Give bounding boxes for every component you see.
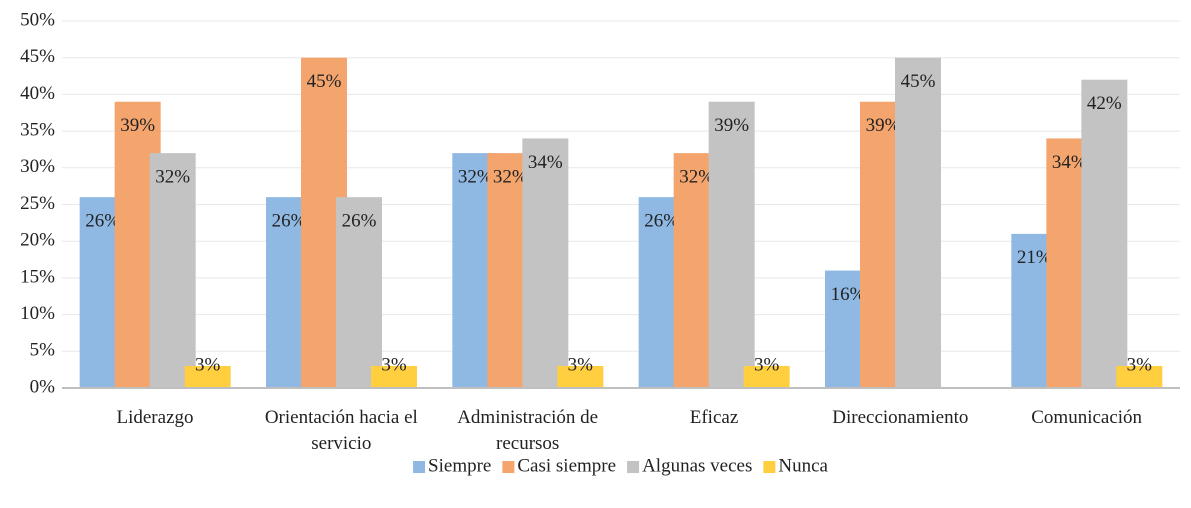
data-label: 3% xyxy=(195,354,221,375)
y-tick-label: 20% xyxy=(20,230,55,251)
bar xyxy=(708,101,755,389)
data-label: 34% xyxy=(528,152,563,173)
legend-label: Casi siempre xyxy=(517,455,616,476)
y-tick-label: 40% xyxy=(20,83,55,104)
x-tick-label: Liderazgo xyxy=(116,407,194,428)
bar xyxy=(371,365,417,388)
x-tick-label: Direccionamiento xyxy=(832,407,969,428)
data-label: 45% xyxy=(901,71,936,92)
y-tick-label: 15% xyxy=(20,266,55,287)
data-label: 21% xyxy=(1017,247,1052,268)
bar xyxy=(336,197,382,388)
data-label: 16% xyxy=(831,284,866,305)
data-label: 42% xyxy=(1087,93,1122,114)
bar xyxy=(1081,79,1128,388)
x-tick-label: Comunicación xyxy=(1031,407,1143,428)
legend-label: Algunas veces xyxy=(642,455,752,476)
y-tick-label: 10% xyxy=(20,303,55,324)
data-label: 32% xyxy=(493,166,528,187)
data-label: 39% xyxy=(120,115,155,136)
data-label: 3% xyxy=(381,354,407,375)
legend-label: Nunca xyxy=(778,455,828,476)
data-label: 3% xyxy=(1127,354,1153,375)
y-tick-label: 5% xyxy=(30,340,56,361)
x-tick-label: Administración de recursos xyxy=(457,407,599,454)
legend-swatch xyxy=(413,461,426,473)
bar xyxy=(895,57,941,388)
data-label: 32% xyxy=(458,166,493,187)
legend-label: Siempre xyxy=(428,455,491,476)
legend-swatch xyxy=(763,461,776,473)
data-label: 32% xyxy=(679,166,714,187)
data-label: 26% xyxy=(272,211,307,232)
y-tick-label: 25% xyxy=(20,193,55,214)
bar xyxy=(557,365,604,388)
y-tick-label: 45% xyxy=(20,46,55,67)
data-label: 32% xyxy=(155,166,190,187)
data-label: 39% xyxy=(714,115,749,136)
data-label: 45% xyxy=(307,71,342,92)
x-tick-label: Orientación hacia el servicio xyxy=(264,407,418,454)
y-tick-label: 50% xyxy=(20,9,55,30)
x-tick-label: Eficaz xyxy=(689,407,739,428)
y-tick-label: 0% xyxy=(30,376,56,397)
bar xyxy=(1116,365,1163,388)
bar xyxy=(184,365,231,388)
data-label: 34% xyxy=(1052,152,1087,173)
data-label: 39% xyxy=(866,115,901,136)
data-label: 26% xyxy=(85,211,120,232)
data-label: 3% xyxy=(754,354,780,375)
y-tick-label: 35% xyxy=(20,119,55,140)
bar xyxy=(149,153,196,388)
data-label: 3% xyxy=(568,354,594,375)
bar xyxy=(522,138,569,388)
bar xyxy=(743,365,790,388)
data-label: 26% xyxy=(644,211,679,232)
y-tick-label: 30% xyxy=(20,156,55,177)
data-label: 26% xyxy=(342,211,377,232)
legend-swatch xyxy=(502,461,515,473)
legend-swatch xyxy=(627,461,640,473)
